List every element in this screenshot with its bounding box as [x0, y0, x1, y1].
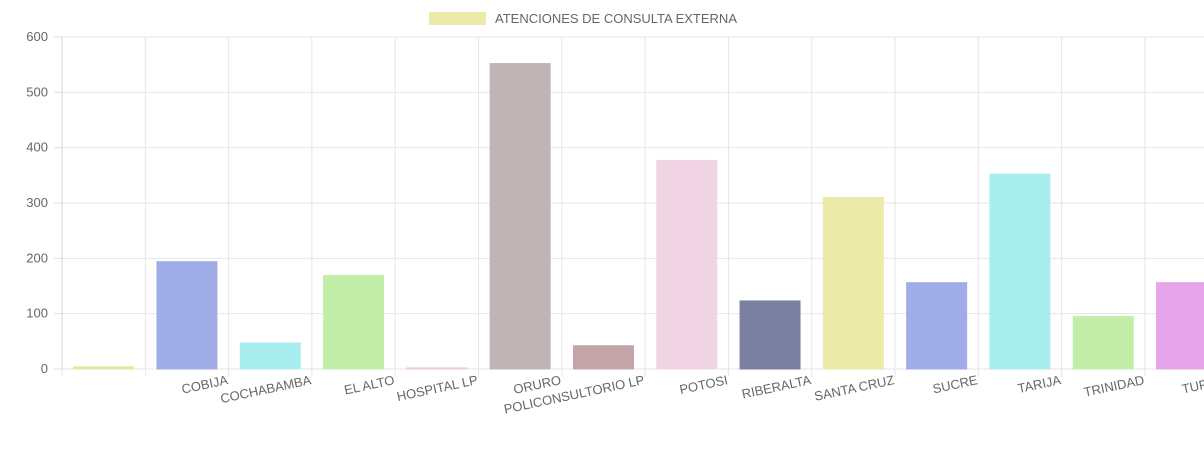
x-tick-label: EL ALTO	[343, 372, 396, 397]
bar[interactable]	[656, 159, 718, 370]
bar[interactable]	[323, 274, 385, 370]
y-tick-label: 400	[26, 140, 48, 155]
bar[interactable]	[73, 366, 135, 370]
y-tick-label: 600	[26, 29, 48, 44]
y-tick-label: 100	[26, 306, 48, 321]
bar[interactable]	[1072, 315, 1134, 370]
y-tick-label: 200	[26, 250, 48, 265]
x-tick-label: TRINIDAD	[1082, 372, 1145, 399]
bar[interactable]	[239, 342, 301, 370]
x-tick-label: RIBERALTA	[740, 372, 812, 401]
legend-label: ATENCIONES DE CONSULTA EXTERNA	[495, 11, 737, 26]
legend-swatch	[429, 12, 486, 25]
bar[interactable]	[989, 173, 1051, 370]
x-tick-label: COCHABAMBA	[219, 372, 313, 406]
x-tick-label: TARIJA	[1016, 372, 1062, 396]
bar[interactable]	[906, 282, 968, 370]
y-tick-label: 300	[26, 195, 48, 210]
bar[interactable]	[156, 261, 218, 370]
bar[interactable]	[489, 63, 551, 370]
x-tick-label: SUCRE	[931, 372, 979, 396]
x-tick-label: SANTA CRUZ	[813, 372, 896, 404]
legend[interactable]: ATENCIONES DE CONSULTA EXTERNA	[429, 11, 737, 26]
y-tick-label: 500	[26, 84, 48, 99]
x-tick-label: POTOSI	[678, 372, 729, 397]
bar[interactable]	[1156, 282, 1204, 370]
grid	[61, 36, 1204, 377]
y-axis: 0 100 200 300 400 500 600	[26, 29, 63, 376]
y-tick-label: 0	[41, 361, 48, 376]
bar[interactable]	[739, 300, 801, 370]
bar[interactable]	[822, 196, 884, 370]
bar[interactable]	[572, 345, 634, 370]
bars	[73, 63, 1204, 370]
x-tick-label: HOSPITAL LP	[395, 372, 479, 404]
x-tick-label: TUPIZA	[1180, 372, 1204, 396]
bar[interactable]	[406, 367, 468, 370]
